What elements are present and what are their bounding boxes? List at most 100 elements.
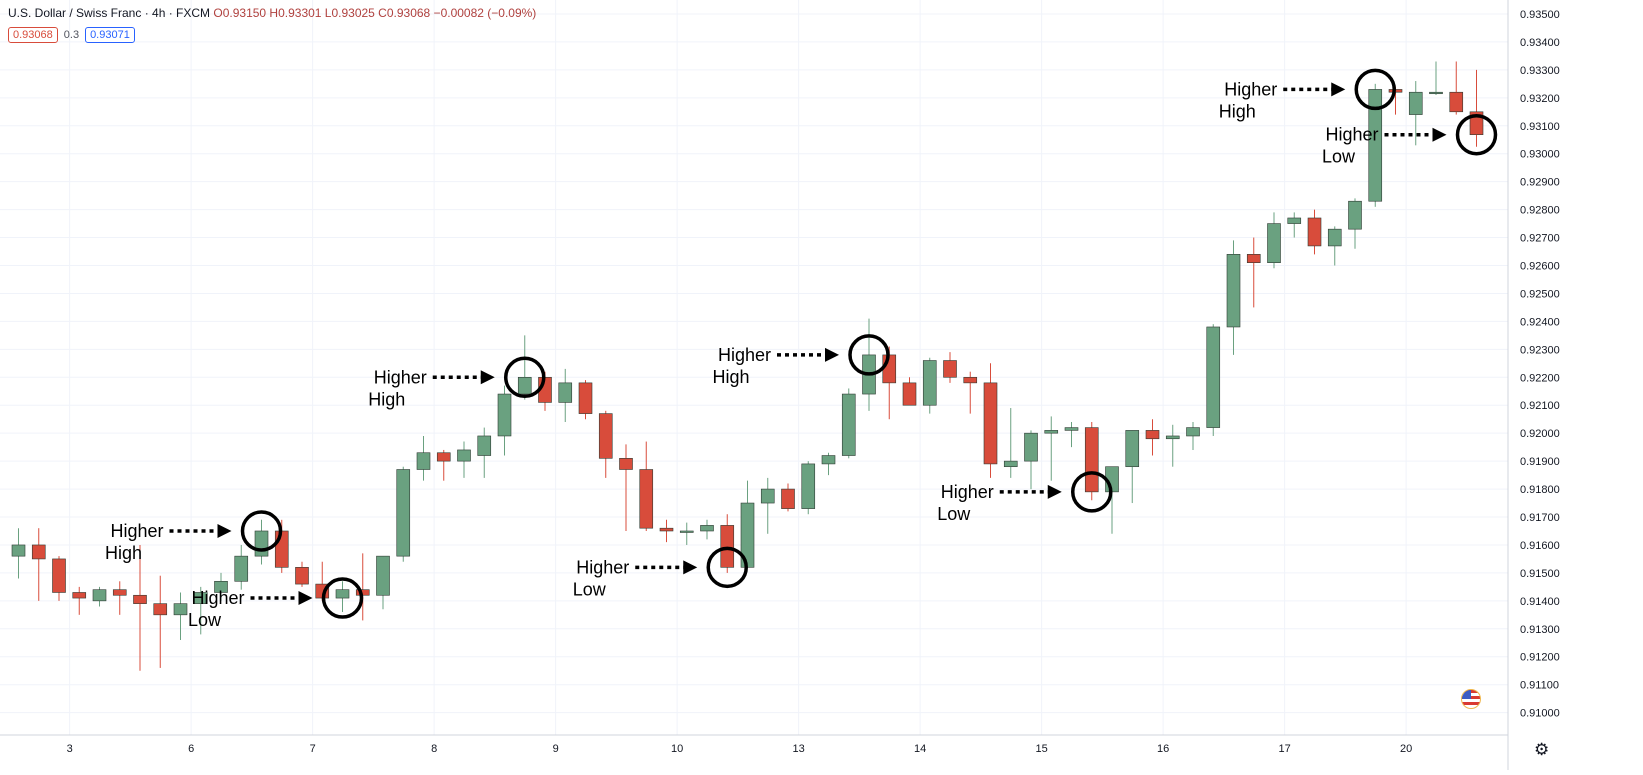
candle-body	[396, 469, 411, 557]
candle	[1408, 81, 1423, 146]
x-tick-label: 20	[1400, 743, 1412, 755]
ohlc-values: O0.93150 H0.93301 L0.93025 C0.93068 −0.0…	[213, 6, 537, 20]
candle-body	[92, 589, 107, 602]
y-tick-label: 0.92200	[1520, 372, 1560, 384]
candle	[1145, 419, 1160, 456]
candle-body	[558, 382, 573, 403]
candle	[193, 586, 208, 635]
y-tick-label: 0.92400	[1520, 316, 1560, 328]
candle-body	[1064, 427, 1079, 431]
annotation-label-line2: Low	[937, 504, 971, 524]
candle-body	[1327, 228, 1342, 247]
candle	[922, 357, 937, 414]
annotation-label-line1: Higher	[1325, 125, 1378, 145]
candle-body	[598, 413, 613, 459]
candle	[578, 380, 593, 420]
candle	[1044, 416, 1059, 481]
candle-body	[112, 589, 127, 596]
candle-body	[1084, 427, 1099, 493]
candle	[720, 514, 735, 573]
candle	[396, 466, 411, 562]
annotation-label-line2: High	[105, 543, 142, 563]
candle-body	[416, 452, 431, 470]
y-tick-label: 0.93400	[1520, 37, 1560, 49]
candle-body	[1024, 432, 1038, 462]
annotation-circle	[321, 577, 364, 619]
annotation-label-line1: Higher	[941, 482, 994, 502]
y-tick-label: 0.93100	[1520, 121, 1560, 133]
gear-icon[interactable]: ⚙	[1534, 740, 1550, 759]
candle	[72, 586, 87, 615]
candle	[112, 581, 127, 615]
x-tick-label: 17	[1279, 743, 1291, 755]
candle	[1003, 408, 1018, 478]
y-tick-label: 0.92100	[1520, 400, 1560, 412]
candle	[1327, 226, 1342, 266]
symbol-title: U.S. Dollar / Swiss Franc · 4h · FXCM	[8, 6, 211, 20]
candle	[1024, 430, 1038, 490]
candle-body	[720, 525, 735, 568]
candle	[214, 572, 228, 601]
candle-body	[335, 589, 350, 599]
candle	[1186, 421, 1200, 450]
candle	[943, 352, 957, 383]
annotation-arrow-head	[298, 591, 313, 606]
annotation-label-line2: High	[712, 367, 749, 387]
annotation-circle	[504, 356, 546, 399]
annotation-arrow-head	[683, 560, 698, 575]
candle	[1469, 69, 1484, 147]
us-flag-icon[interactable]	[1461, 689, 1481, 709]
candle-body	[1125, 430, 1140, 468]
ask-price-button[interactable]: 0.93071	[85, 27, 135, 43]
candle	[416, 435, 431, 481]
symbol-header: U.S. Dollar / Swiss Franc · 4h · FXCM O0…	[8, 6, 536, 20]
candle-body	[274, 530, 289, 568]
grid-lines	[0, 0, 1508, 735]
candle	[1307, 209, 1322, 255]
candle	[902, 377, 917, 406]
candle-body	[841, 393, 856, 456]
annotation-arrow-head	[1047, 484, 1062, 499]
x-tick-label: 10	[671, 743, 683, 755]
candle	[801, 461, 816, 515]
y-tick-label: 0.93200	[1520, 93, 1560, 105]
candle-body	[1246, 254, 1261, 263]
candle	[1429, 61, 1443, 96]
bid-price-button[interactable]: 0.93068	[8, 27, 58, 43]
candle-body	[133, 594, 147, 604]
y-tick-label: 0.91100	[1520, 680, 1559, 692]
candle-body	[639, 469, 654, 529]
annotation-label-line2: High	[368, 389, 405, 409]
candle-body	[436, 452, 451, 462]
candle	[659, 519, 674, 543]
candle-body	[700, 525, 714, 532]
x-tick-label: 7	[310, 743, 316, 755]
y-tick-label: 0.91800	[1520, 484, 1560, 496]
candle-body	[497, 393, 512, 437]
candle	[517, 335, 532, 400]
annotation-circle	[848, 334, 890, 376]
y-tick-label: 0.92800	[1520, 205, 1560, 217]
annotation-label-line2: High	[1219, 101, 1256, 121]
candle	[52, 556, 66, 601]
candle-body	[31, 544, 46, 560]
candle-body	[1003, 460, 1018, 468]
x-tick-label: 8	[431, 743, 437, 755]
candle-body	[1206, 326, 1221, 428]
candle	[234, 544, 249, 590]
candle	[1368, 83, 1383, 207]
candle-body	[517, 376, 532, 395]
candle	[639, 441, 654, 531]
candle-body	[193, 592, 208, 604]
candle	[153, 575, 168, 668]
y-tick-label: 0.92700	[1520, 233, 1560, 245]
annotation-label-line1: Higher	[718, 345, 771, 365]
candle	[1246, 237, 1261, 308]
candle-body	[963, 376, 978, 384]
candle	[335, 581, 350, 613]
